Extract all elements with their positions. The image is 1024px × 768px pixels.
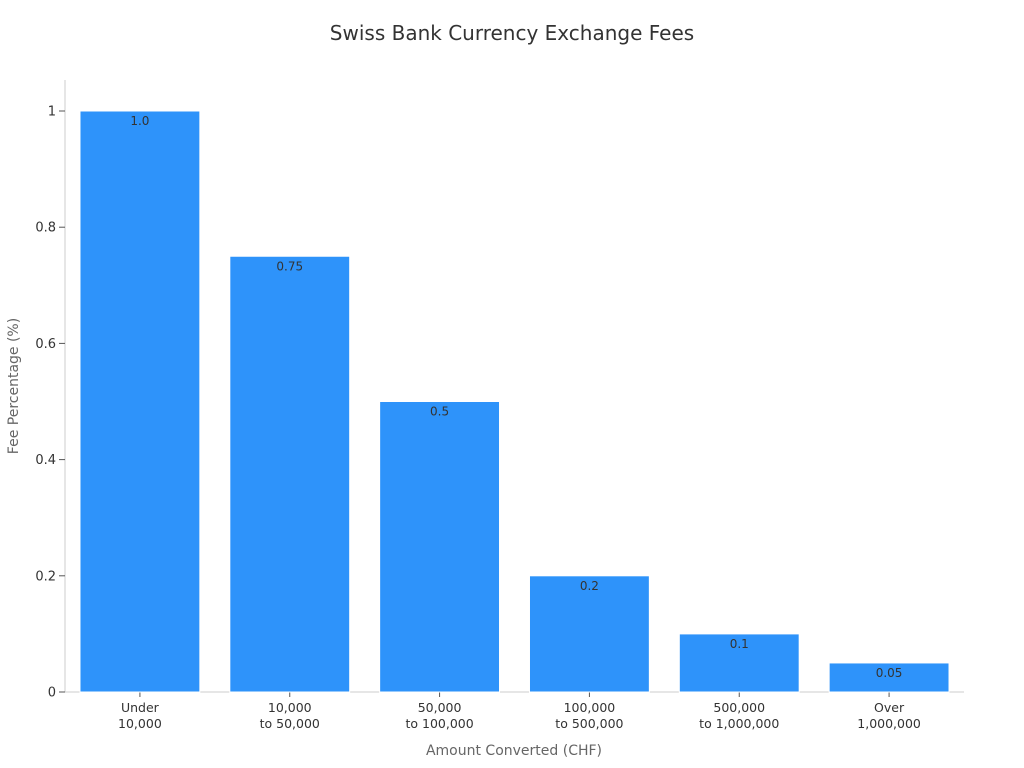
bar-value-label: 0.5 [430, 405, 449, 419]
bar [828, 662, 950, 693]
data-labels: 1.0 0.75 0.5 0.2 0.1 0.05 [130, 114, 902, 680]
bar [678, 633, 800, 693]
bar-value-label: 0.05 [876, 666, 903, 680]
x-tick-label: Under 10,000 [118, 700, 162, 731]
bar-value-label: 0.2 [580, 579, 599, 593]
x-tick-label: 100,000 to 500,000 [555, 700, 623, 731]
y-tick-label: 0.6 [35, 337, 56, 352]
bar-value-label: 0.1 [730, 637, 749, 651]
bar [528, 575, 650, 693]
x-axis: Under 10,000 10,000 to 50,000 50,000 to 100,0… [65, 691, 964, 731]
x-tick-label: Over 1,000,000 [857, 700, 921, 731]
x-axis-title: Amount Converted (CHF) [426, 743, 602, 759]
bar [379, 401, 501, 693]
x-tick-label: 10,000 to 50,000 [260, 700, 320, 731]
x-tick-label: 50,000 to 100,000 [405, 700, 473, 731]
y-tick-label: 1 [48, 105, 56, 120]
x-tick-label: 500,000 to 1,000,000 [699, 700, 779, 731]
y-tick-label: 0.8 [35, 221, 56, 236]
y-axis: 0 0.2 0.4 0.6 0.8 1 [35, 80, 66, 701]
bar [229, 255, 351, 693]
y-axis-title: Fee Percentage (%) [6, 318, 22, 454]
y-tick-label: 0.4 [35, 453, 56, 468]
bar-value-label: 1.0 [130, 114, 149, 128]
y-tick-label: 0 [48, 686, 56, 701]
chart-title: Swiss Bank Currency Exchange Fees [330, 21, 694, 45]
bar-value-label: 0.75 [276, 259, 303, 273]
bar [79, 110, 201, 693]
y-tick-label: 0.2 [35, 569, 56, 584]
bars [79, 110, 950, 693]
